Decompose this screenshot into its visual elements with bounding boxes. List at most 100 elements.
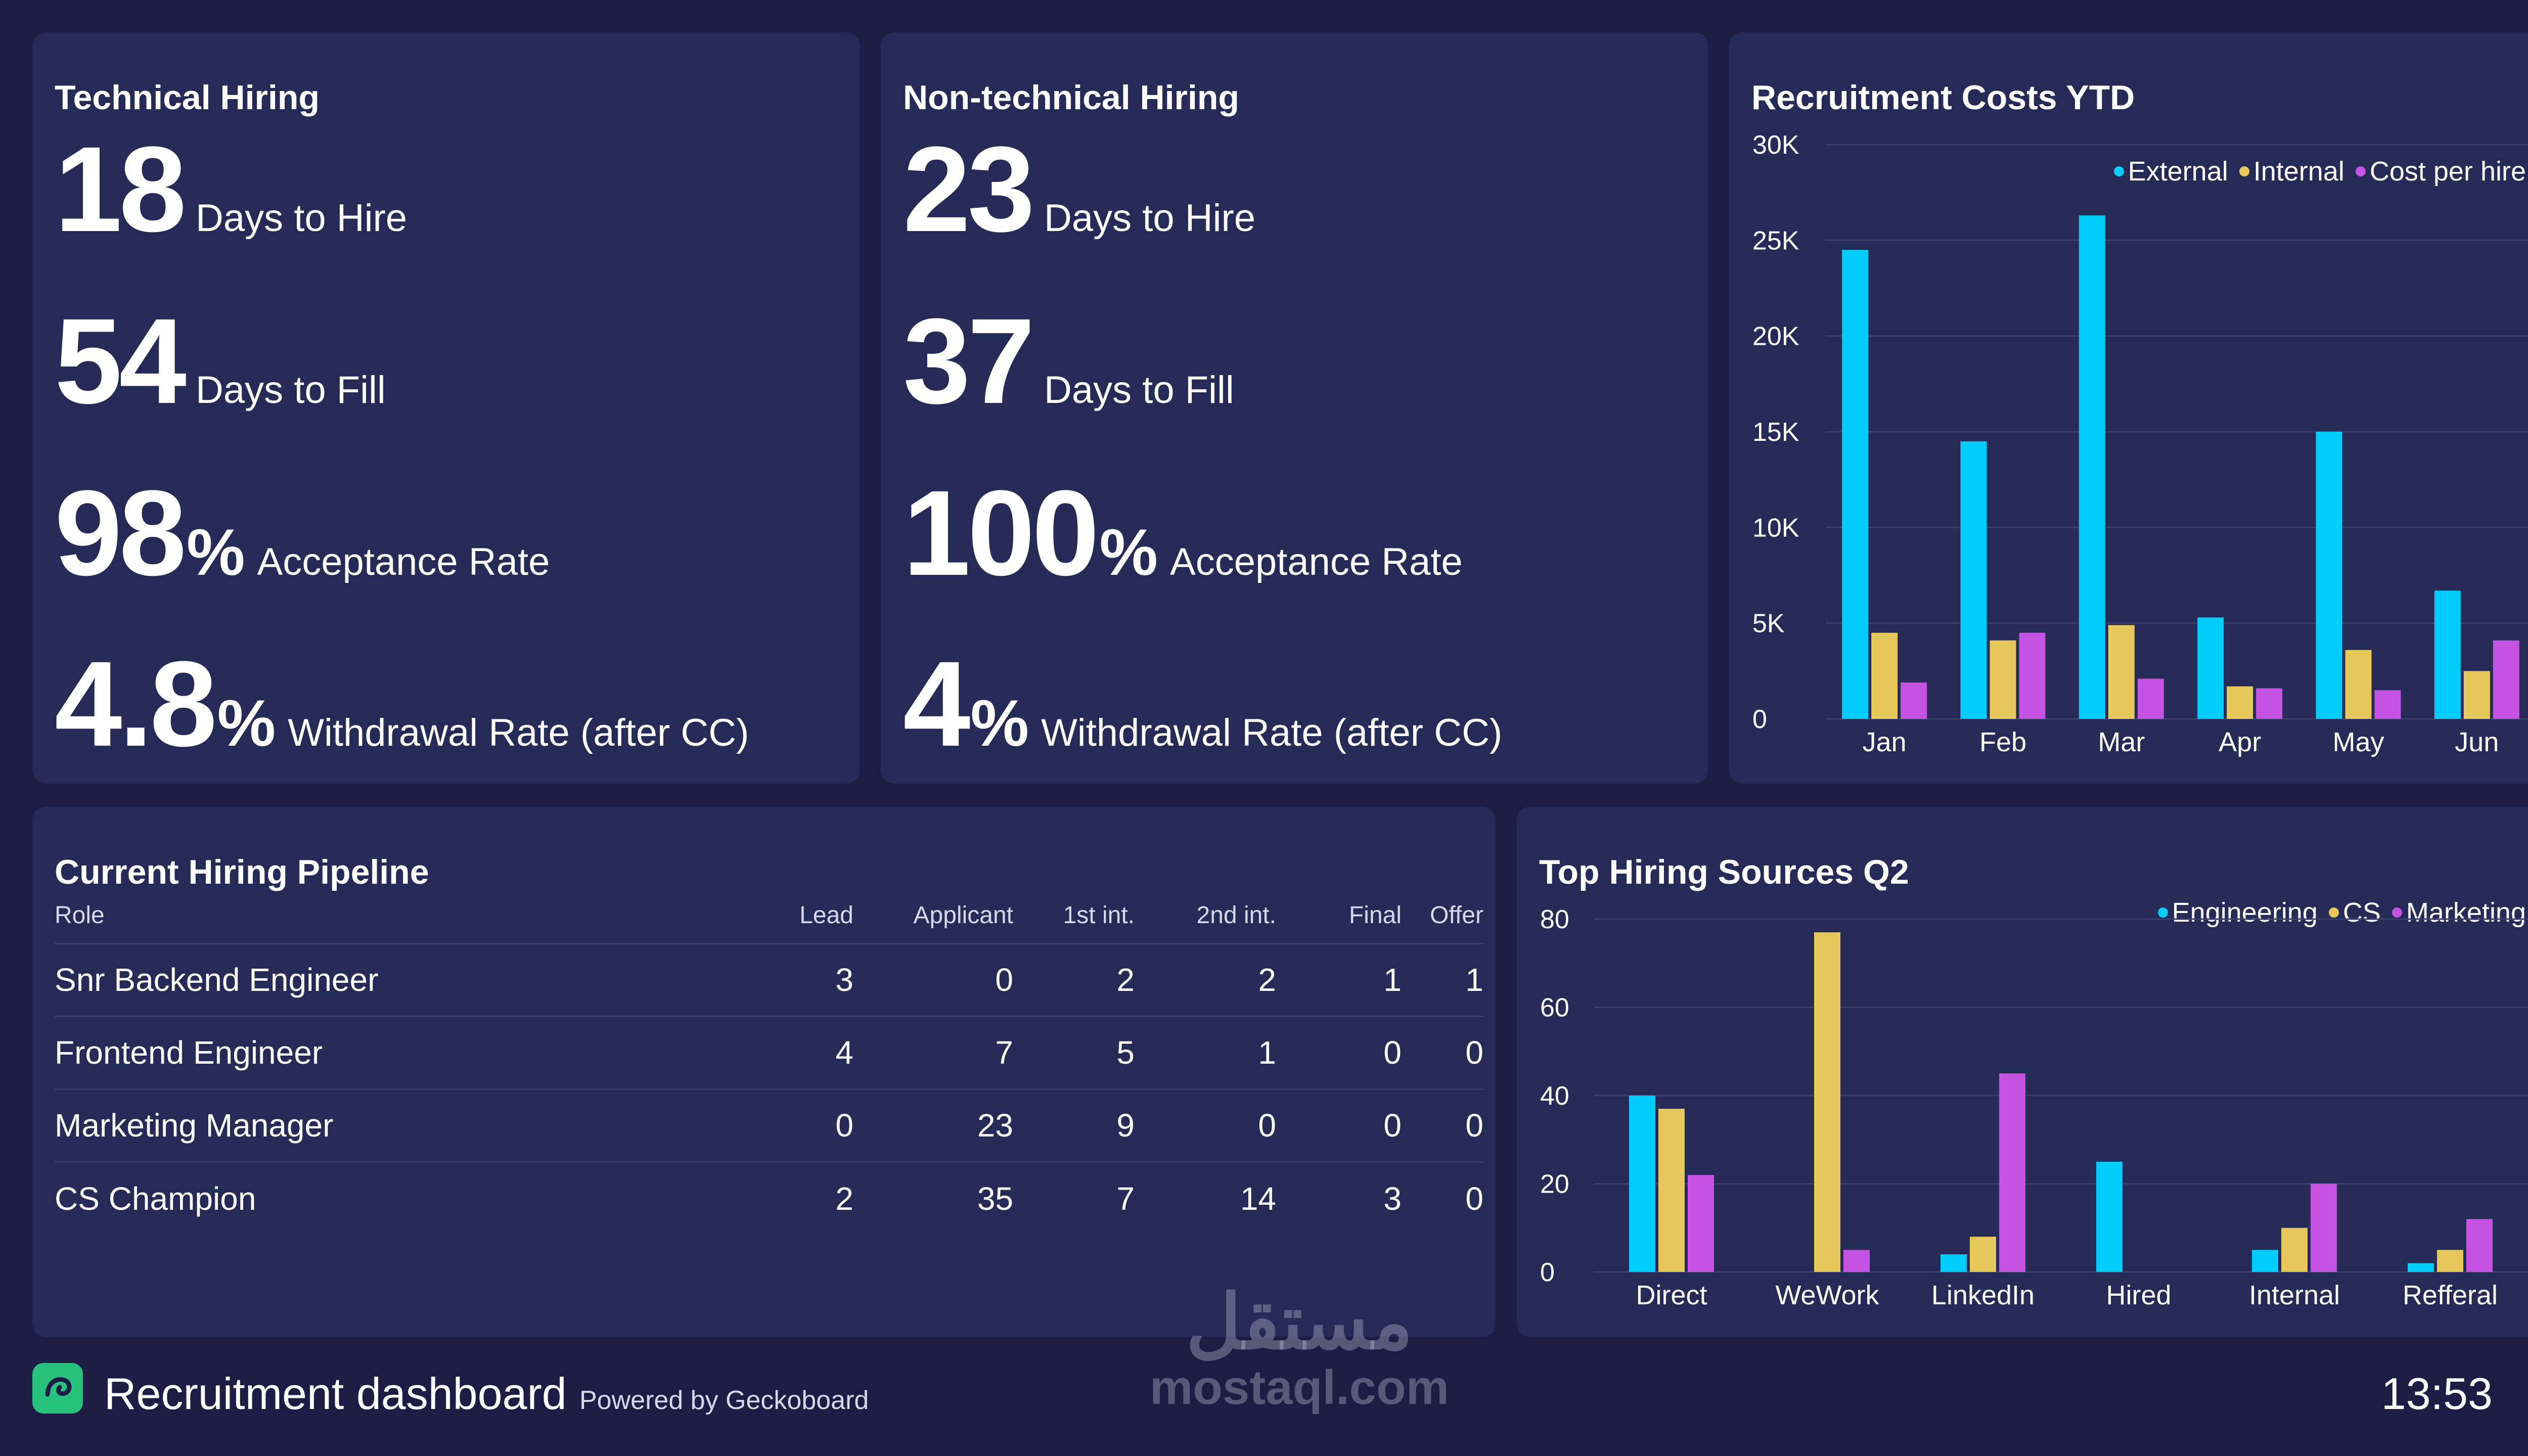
- table-row: Frontend Engineer 4 7 5 1 0 0: [55, 1016, 1483, 1090]
- powered-by-label: Powered by Geckoboard: [579, 1386, 869, 1415]
- kpi-label: Acceptance Rate: [257, 540, 550, 583]
- kpi-unit: %: [970, 686, 1029, 760]
- bar: [2281, 1227, 2308, 1272]
- x-tick-label: WeWork: [1775, 1280, 1879, 1310]
- bar: [2316, 432, 2342, 719]
- cell-applicant: 7: [853, 1016, 1013, 1090]
- bar: [2252, 1250, 2278, 1272]
- y-tick-label: 60: [1540, 993, 1569, 1023]
- kpi-value: 18: [55, 121, 187, 257]
- x-tick-label: Internal: [2249, 1280, 2340, 1310]
- column-header-lead: Lead: [661, 888, 853, 944]
- kpi-label: Withdrawal Rate (after CC): [288, 711, 749, 754]
- kpi-label: Days to Fill: [195, 369, 386, 412]
- bar: [1960, 441, 1987, 719]
- kpi-label: Acceptance Rate: [1170, 540, 1463, 583]
- kpi-days-to-hire: 23 Days to Hire: [903, 128, 1255, 250]
- panel-title: Technical Hiring: [55, 78, 320, 117]
- table-row: Marketing Manager 0 23 9 0 0 0: [55, 1089, 1483, 1163]
- legend-dot: [2157, 907, 2168, 918]
- recruitment-costs-panel: Recruitment Costs YTD External Internal …: [1729, 32, 2528, 784]
- column-header-final: Final: [1276, 888, 1402, 944]
- bar: [1871, 632, 1898, 719]
- pipeline-table: Role Lead Applicant 1st int. 2nd int. Fi…: [55, 888, 1483, 1235]
- hiring-sources-chart: 0 20 40 60 80 Direct WeWork LinkedIn Hired Intern…: [1540, 905, 2528, 1310]
- kpi-days-to-hire: 18 Days to Hire: [55, 128, 407, 250]
- cell-1st-int: 5: [1013, 1016, 1135, 1090]
- watermark-logo: مستقل: [1186, 1280, 1413, 1364]
- bar: [2493, 640, 2519, 719]
- bar: [1658, 1109, 1685, 1272]
- bar: [2374, 690, 2401, 719]
- nontechnical-hiring-panel: Non-technical Hiring 23 Days to Hire 37 Da…: [881, 32, 1708, 784]
- column-header-1st-int: 1st int.: [1013, 888, 1135, 944]
- legend-dot: [2355, 166, 2366, 176]
- hiring-sources-panel: Top Hiring Sources Q2 Engineering CS Mar…: [1517, 807, 2528, 1337]
- column-header-role: Role: [55, 888, 661, 944]
- kpi-label: Days to Fill: [1044, 369, 1234, 412]
- bar: [2345, 650, 2372, 719]
- bar: [1688, 1175, 1714, 1272]
- bar: [1842, 250, 1869, 719]
- x-tick-label: Mar: [2098, 727, 2145, 757]
- geckoboard-logo-icon: [32, 1363, 83, 1414]
- legend-item: Engineering: [2157, 897, 2318, 928]
- kpi-label: Days to Hire: [1044, 197, 1256, 240]
- bar: [2108, 625, 2135, 719]
- cell-offer: 0: [1402, 1016, 1483, 1090]
- kpi-value: 37: [903, 293, 1035, 429]
- kpi-value: 100: [903, 465, 1099, 601]
- bar: [1843, 1250, 1870, 1272]
- legend-item: Internal: [2239, 156, 2344, 187]
- bar: [2227, 686, 2253, 719]
- x-tick-label: May: [2332, 727, 2384, 757]
- y-tick-label: 5K: [1752, 609, 1785, 639]
- legend-item: External: [2113, 156, 2228, 187]
- bar: [2408, 1263, 2434, 1272]
- legend-item: Cost per hire: [2355, 156, 2526, 187]
- legend-item: Marketing: [2391, 897, 2526, 928]
- cell-1st-int: 9: [1013, 1089, 1135, 1163]
- x-tick-label: Jun: [2455, 727, 2499, 757]
- legend-label: Cost per hire: [2369, 156, 2526, 187]
- cell-applicant: 23: [853, 1089, 1013, 1163]
- cell-2nd-int: 2: [1135, 943, 1276, 1017]
- x-tick-label: Apr: [2219, 727, 2261, 757]
- legend-label: CS: [2342, 897, 2381, 928]
- kpi-unit: %: [1099, 515, 1158, 589]
- cell-offer: 0: [1465, 1180, 1483, 1217]
- panel-title: Current Hiring Pipeline: [55, 853, 429, 891]
- chart-title: Recruitment Costs YTD: [1751, 78, 2135, 117]
- kpi-value: 23: [903, 121, 1035, 257]
- kpi-acceptance-rate: 100% Acceptance Rate: [903, 472, 1463, 594]
- legend-item: CS: [2328, 897, 2381, 928]
- cell-final: 1: [1276, 943, 1402, 1017]
- x-tick-label: LinkedIn: [1931, 1280, 2035, 1310]
- bar: [2019, 632, 2046, 719]
- y-tick-label: 10K: [1752, 513, 1799, 542]
- cell-final: 0: [1276, 1089, 1402, 1163]
- legend-dot: [2391, 907, 2402, 918]
- cell-role: Snr Backend Engineer: [55, 943, 661, 1017]
- y-tick-label: 0: [1540, 1258, 1555, 1287]
- clock-time: 13:53: [2381, 1369, 2493, 1419]
- bar: [2256, 688, 2283, 719]
- bar: [2434, 590, 2461, 719]
- chart-legend: Engineering CS Marketing: [2157, 897, 2526, 928]
- cell-applicant: 0: [853, 943, 1013, 1017]
- geckoboard-logo-graphic: [45, 1377, 72, 1397]
- kpi-value: 98: [55, 465, 187, 601]
- y-tick-label: 80: [1540, 905, 1569, 934]
- legend-label: External: [2128, 156, 2228, 187]
- y-tick-label: 30K: [1752, 130, 1799, 160]
- cell-role: Marketing Manager: [55, 1089, 661, 1163]
- legend-label: Marketing: [2406, 897, 2526, 928]
- legend-dot: [2239, 166, 2249, 176]
- cell-final: 0: [1276, 1016, 1402, 1090]
- bar: [2311, 1184, 2337, 1272]
- cell-2nd-int: 1: [1135, 1016, 1276, 1090]
- bar: [2096, 1161, 2123, 1272]
- cell-2nd-int: 14: [1240, 1180, 1276, 1217]
- kpi-days-to-fill: 54 Days to Fill: [55, 300, 386, 422]
- cell-lead: 0: [661, 1089, 853, 1163]
